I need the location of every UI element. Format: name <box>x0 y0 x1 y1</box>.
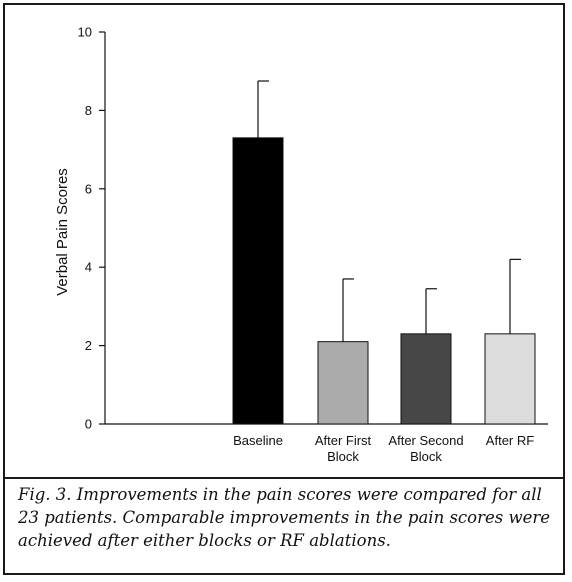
x-labels-group: Baseline After First Block After Second Bloc… <box>233 433 534 464</box>
bar <box>317 341 369 425</box>
error-bars-group <box>257 80 521 342</box>
y-tick-label: 8 <box>85 103 92 118</box>
bar <box>484 333 536 425</box>
x-category-label: Baseline <box>233 433 283 448</box>
y-tick-label: 2 <box>85 338 92 353</box>
x-category-label: After First Block <box>315 433 372 464</box>
figure-caption: Fig. 3. Improvements in the pain scores … <box>18 485 550 550</box>
x-category-label: After Second Block <box>388 433 463 464</box>
bar <box>400 333 452 425</box>
x-category-label: After RF <box>486 433 534 448</box>
y-tick-label: 10 <box>78 25 92 40</box>
y-tick-label: 4 <box>85 260 92 275</box>
bars-group <box>232 137 536 425</box>
y-tick-label: 0 <box>85 417 92 432</box>
y-tick-label: 6 <box>85 181 92 196</box>
y-ticks-group: 0 2 4 6 8 10 <box>78 25 105 432</box>
caption-divider <box>3 477 565 479</box>
figure-frame <box>3 3 565 575</box>
y-axis-label: Verbal Pain Scores <box>54 168 71 296</box>
bar-chart: 0 2 4 6 8 10 Baseline After First Block After Se… <box>54 25 548 464</box>
bar <box>232 137 284 425</box>
